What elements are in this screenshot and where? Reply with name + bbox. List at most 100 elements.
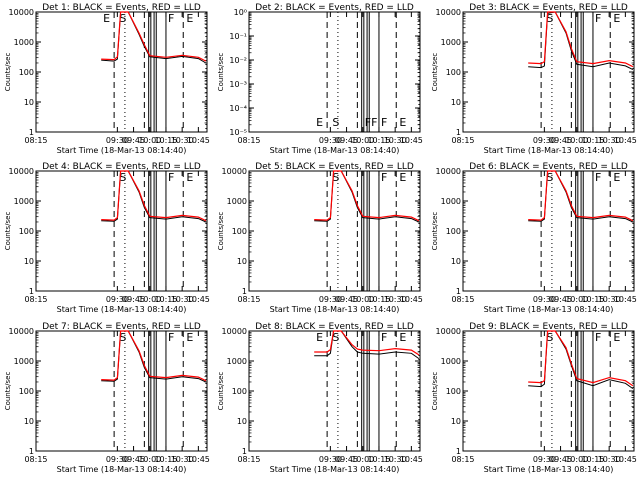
y-axis-label: Counts/sec (4, 372, 12, 411)
x-axis-label: Start Time (18-Mar-13 08:14:40) (270, 305, 400, 314)
x-tick-label: 10:15 (581, 455, 604, 464)
y-tick-label: 1 (456, 287, 461, 296)
x-tick-label: 10:45 (614, 136, 637, 145)
y-axis-label: Counts/sec (217, 212, 225, 251)
x-tick-label: 09:30 (533, 455, 556, 464)
y-axis-label: Counts/sec (217, 372, 225, 411)
y-tick-label: 10 (237, 257, 247, 266)
marker-label: S (332, 116, 339, 129)
x-tick-label: 10:15 (367, 295, 390, 304)
x-tick-label: 10:15 (154, 455, 177, 464)
series-lld-line (101, 170, 207, 222)
y-tick-label: 10⁰ (234, 8, 247, 17)
y-tick-label: 10000 (9, 167, 34, 176)
panel-title: Det 6: BLACK = Events, RED = LLD (469, 162, 628, 172)
x-axis-label: Start Time (18-Mar-13 08:14:40) (484, 146, 614, 155)
x-tick-label: 10:30 (384, 295, 407, 304)
panel-6: Det 6: BLACK = Events, RED = LLD 1 10 100 10… (431, 162, 637, 314)
x-tick-label: 10:00 (351, 295, 374, 304)
series-lld-line (314, 170, 420, 222)
y-tick-label: 100 (232, 227, 247, 236)
marker-label: F (595, 171, 601, 184)
marker-label: E (399, 116, 406, 129)
marker-label: F (381, 171, 387, 184)
y-tick-label: 1 (29, 287, 34, 296)
y-tick-label: 10000 (436, 8, 461, 17)
y-tick-label: 10000 (436, 167, 461, 176)
y-tick-label: 100 (19, 387, 34, 396)
y-tick-label: 1000 (441, 38, 461, 47)
x-tick-label: 10:15 (581, 295, 604, 304)
x-tick-label: 10:00 (351, 136, 374, 145)
x-axis-label: Start Time (18-Mar-13 08:14:40) (270, 146, 400, 155)
series-lld-line (101, 330, 207, 382)
x-tick-label: 09:45 (335, 136, 358, 145)
x-tick-label: 09:45 (549, 295, 572, 304)
y-tick-label: 1000 (227, 357, 247, 366)
y-tick-label: 10⁻⁵ (229, 128, 247, 137)
x-tick-label: 08:15 (237, 455, 260, 464)
marker-label: S (546, 171, 553, 184)
x-tick-label: 10:30 (384, 136, 407, 145)
x-tick-label: 10:45 (400, 295, 423, 304)
y-tick-label: 1000 (441, 357, 461, 366)
panel-title: Det 9: BLACK = Events, RED = LLD (469, 322, 628, 332)
panel-2: Det 2: BLACK = Events, RED = LLD 10⁻⁵ 10⁻⁴… (217, 3, 423, 155)
y-tick-label: 100 (446, 68, 461, 77)
x-tick-label: 09:30 (106, 455, 129, 464)
x-tick-label: 09:45 (549, 136, 572, 145)
x-tick-label: 10:45 (187, 455, 210, 464)
y-tick-label: 10 (24, 98, 34, 107)
x-tick-label: 10:00 (138, 455, 161, 464)
marker-label: F (168, 331, 174, 344)
y-axis-label: Counts/sec (431, 212, 439, 251)
y-tick-label: 1000 (441, 197, 461, 206)
y-tick-label: 10 (451, 417, 461, 426)
y-tick-label: 100 (232, 387, 247, 396)
marker-label: S (546, 331, 553, 344)
marker-label: FF (365, 116, 378, 129)
y-tick-label: 10000 (222, 327, 247, 336)
marker-label: E (186, 12, 193, 25)
plot-frame (35, 11, 208, 133)
x-axis-label: Start Time (18-Mar-13 08:14:40) (57, 465, 187, 474)
y-tick-label: 10 (451, 98, 461, 107)
y-tick-label: 1 (29, 447, 34, 456)
marker-label: S (332, 171, 339, 184)
x-tick-label: 10:00 (138, 136, 161, 145)
x-tick-label: 10:45 (614, 295, 637, 304)
marker-label: E (103, 12, 110, 25)
marker-label: E (316, 331, 323, 344)
x-tick-label: 09:30 (319, 295, 342, 304)
x-tick-label: 08:15 (451, 295, 474, 304)
plot-frame (462, 11, 635, 133)
plot-frame (35, 170, 208, 292)
x-tick-label: 10:30 (598, 455, 621, 464)
marker-label: F (381, 116, 387, 129)
marker-label: S (332, 331, 339, 344)
y-tick-label: 1000 (14, 38, 34, 47)
marker-label: E (316, 116, 323, 129)
x-tick-label: 10:30 (171, 455, 194, 464)
y-axis-label: Counts/sec (217, 53, 225, 92)
x-axis-label: Start Time (18-Mar-13 08:14:40) (270, 465, 400, 474)
marker-label: F (381, 331, 387, 344)
panel-4: Det 4: BLACK = Events, RED = LLD 1 10 100 10… (4, 162, 210, 314)
x-tick-label: 10:00 (138, 295, 161, 304)
plot-frame (248, 170, 421, 292)
x-tick-label: 09:45 (122, 455, 145, 464)
x-tick-label: 10:30 (171, 295, 194, 304)
x-tick-label: 09:30 (533, 136, 556, 145)
panel-7: Det 7: BLACK = Events, RED = LLD 1 10 100 10… (4, 322, 210, 474)
x-axis-label: Start Time (18-Mar-13 08:14:40) (57, 146, 187, 155)
marker-label: S (546, 12, 553, 25)
y-axis-label: Counts/sec (4, 212, 12, 251)
panel-title: Det 7: BLACK = Events, RED = LLD (42, 322, 201, 332)
series-lld-line (528, 11, 634, 68)
panel-5: Det 5: BLACK = Events, RED = LLD 1 10 100 10… (217, 162, 423, 314)
x-tick-label: 09:30 (533, 295, 556, 304)
y-tick-label: 10000 (222, 167, 247, 176)
panel-3: Det 3: BLACK = Events, RED = LLD 1 10 100 10… (431, 3, 637, 155)
x-tick-label: 09:30 (319, 455, 342, 464)
